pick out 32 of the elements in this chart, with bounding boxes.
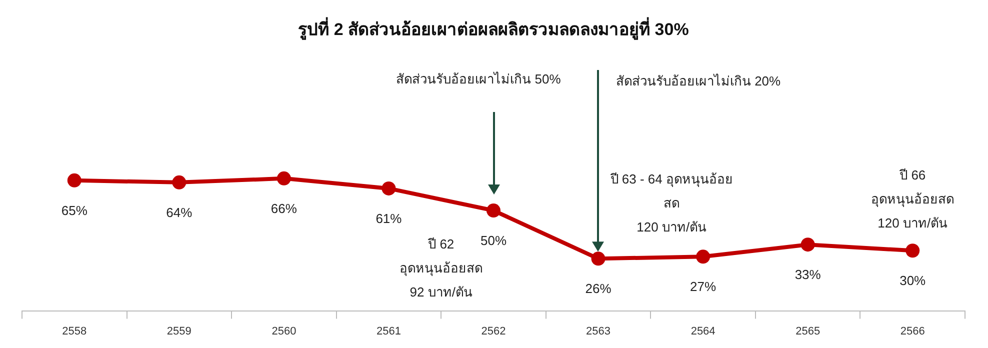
data-label: 33%	[794, 267, 822, 282]
text: สัดส่วนรับอ้อยเผาไม่เกิน 50%	[396, 72, 562, 87]
data-label: 50%	[480, 233, 507, 248]
x-tick-label: 2564	[690, 325, 716, 338]
x-tick-label: 2563	[586, 325, 611, 338]
data-label: 64%	[166, 205, 193, 220]
data-label: 26%	[585, 281, 612, 296]
x-tick-label: 2561	[376, 325, 401, 338]
data-label: 27%	[690, 279, 716, 294]
point	[486, 204, 500, 218]
x-tick-label: 2560	[272, 325, 296, 338]
x-tick-label: 2566	[900, 325, 925, 338]
point	[906, 244, 920, 258]
point	[800, 238, 815, 252]
annotation: ปี 66 อุดหนุนอ้อยสด 120 บาท/ตัน	[871, 168, 954, 231]
data-label: 61%	[376, 211, 402, 226]
point	[591, 252, 606, 266]
point	[696, 250, 710, 264]
text: สัดส่วนรับอ้อยเผาไม่เกิน 20%	[616, 74, 782, 89]
point	[382, 181, 396, 196]
data-label: 66%	[270, 201, 298, 216]
x-tick-label: 2558	[62, 325, 87, 338]
data-label: 65%	[61, 203, 88, 218]
data-label: 30%	[900, 273, 926, 288]
point	[67, 173, 82, 188]
x-tick-label: 2559	[166, 325, 192, 338]
point	[276, 171, 291, 186]
x-tick-label: 2562	[481, 325, 506, 338]
chart-title: รูปที่ 2 สัดส่วนอ้อยเผาต่อผลผลิตรวมลดลงมาอยู่ที่ 30%	[298, 16, 689, 41]
point	[172, 175, 186, 190]
annotation: ปี 63 - 64 อุดหนุนอ้อย สด 120 บาท/ตัน	[609, 172, 733, 235]
x-tick-label: 2565	[796, 325, 820, 338]
